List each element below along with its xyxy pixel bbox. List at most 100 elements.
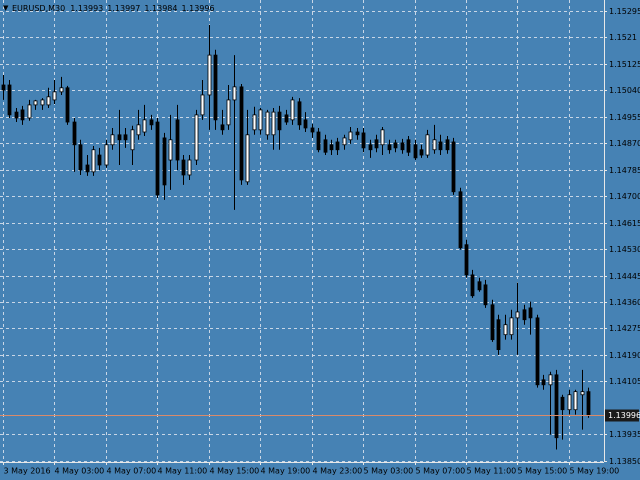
- x-tick-label: 4 May 19:00: [261, 467, 311, 476]
- candle-body: [40, 99, 45, 106]
- header-high: 1.13997: [107, 4, 140, 13]
- y-tick-label: 1.14445: [609, 272, 640, 281]
- candle-body: [123, 134, 128, 141]
- candle-body: [265, 111, 270, 136]
- candle-body: [432, 139, 437, 151]
- candle-body: [1, 84, 6, 91]
- candle-body: [46, 96, 51, 106]
- chart-header: EURUSD,M30 1.13993 1.13997 1.13984 1.13996: [12, 4, 215, 13]
- candle-body: [290, 99, 295, 121]
- x-tick-label: 4 May 11:00: [158, 467, 208, 476]
- x-tick-label: 5 May 03:00: [364, 467, 414, 476]
- candle-body: [220, 124, 225, 131]
- candle-body: [554, 374, 559, 439]
- y-tick-label: 1.14955: [609, 113, 640, 122]
- candle-body: [232, 86, 237, 101]
- y-tick-label: 1.1521: [609, 33, 637, 42]
- candle-body: [496, 319, 501, 351]
- x-tick-label: 4 May 03:00: [55, 467, 105, 476]
- candle-body: [316, 131, 321, 151]
- candle-body: [528, 307, 533, 319]
- candle-body: [91, 149, 96, 173]
- candle-body: [142, 119, 147, 133]
- candle-body: [567, 394, 572, 411]
- candle-body: [310, 127, 315, 133]
- y-tick-label: 1.15295: [609, 7, 640, 16]
- candle-body: [181, 159, 186, 176]
- candle-body: [445, 139, 450, 151]
- candle-body: [560, 396, 565, 411]
- candle-body: [380, 129, 385, 146]
- candle-body: [419, 149, 424, 156]
- x-tick-label: 4 May 15:00: [210, 467, 260, 476]
- candle-body: [342, 137, 347, 146]
- candle-body: [168, 139, 173, 161]
- candle-body: [406, 139, 411, 153]
- candle-body: [438, 141, 443, 151]
- x-tick-label: 5 May 11:00: [467, 467, 517, 476]
- candle-body: [451, 141, 456, 193]
- chart-title: EURUSD,M30: [12, 4, 65, 13]
- price-label: 1.13996: [608, 411, 640, 420]
- candle-body: [52, 91, 57, 101]
- price-label-box: [605, 409, 639, 422]
- candle-body: [97, 154, 102, 166]
- y-tick-label: 1.14700: [609, 192, 640, 201]
- candle-body: [368, 144, 373, 151]
- candle-body: [33, 100, 38, 106]
- header-low: 1.13984: [144, 4, 177, 13]
- candle-body: [130, 129, 135, 151]
- candle-body: [277, 111, 282, 131]
- y-tick-label: 1.15040: [609, 86, 640, 95]
- candle-body: [284, 114, 289, 123]
- candle-body: [535, 317, 540, 386]
- candle-body: [149, 119, 154, 126]
- candle-body: [136, 124, 141, 136]
- y-tick-label: 1.14360: [609, 298, 640, 307]
- candle-body: [335, 141, 340, 151]
- y-tick-label: 1.14870: [609, 139, 640, 148]
- y-tick-label: 1.13935: [609, 430, 640, 439]
- candle-body: [348, 131, 353, 141]
- y-tick-label: 1.14785: [609, 166, 640, 175]
- candle-body: [7, 84, 12, 116]
- y-tick-label: 1.14190: [609, 351, 640, 360]
- candle-body: [207, 54, 212, 96]
- candle-body: [200, 94, 205, 116]
- candle-body: [470, 274, 475, 297]
- candle-body: [413, 144, 418, 159]
- candle-body: [245, 134, 250, 183]
- candle-body: [271, 111, 276, 136]
- candle-body: [458, 191, 463, 249]
- candle-body: [477, 281, 482, 291]
- candle-body: [226, 99, 231, 126]
- candle-body: [72, 121, 77, 146]
- candle-body: [155, 121, 160, 196]
- candle-body: [393, 142, 398, 149]
- y-tick-label: 1.13850: [609, 457, 640, 466]
- candle-body: [59, 87, 64, 93]
- candle-body: [213, 54, 218, 121]
- candle-body: [464, 244, 469, 276]
- candle-body: [541, 379, 546, 386]
- candle-body: [323, 139, 328, 153]
- header-open: 1.13993: [70, 4, 103, 13]
- candle-body: [515, 311, 520, 319]
- axes: 1.15295 1.1521 1.15125 1.15040 1.14955 1.1487…: [3, 7, 640, 476]
- candle-body: [65, 87, 70, 123]
- menu-arrow: ▼: [3, 4, 9, 12]
- y-tick-label: 1.14275: [609, 324, 640, 333]
- candle-body: [20, 109, 25, 121]
- candle-body: [104, 144, 109, 166]
- candle-body: [27, 104, 32, 119]
- candle-body: [400, 142, 405, 151]
- candle-body: [586, 391, 591, 416]
- candle-body: [548, 374, 553, 386]
- candle-body: [162, 137, 167, 186]
- candle-body: [85, 164, 90, 173]
- candle-body: [503, 324, 508, 336]
- candle-body: [483, 284, 488, 306]
